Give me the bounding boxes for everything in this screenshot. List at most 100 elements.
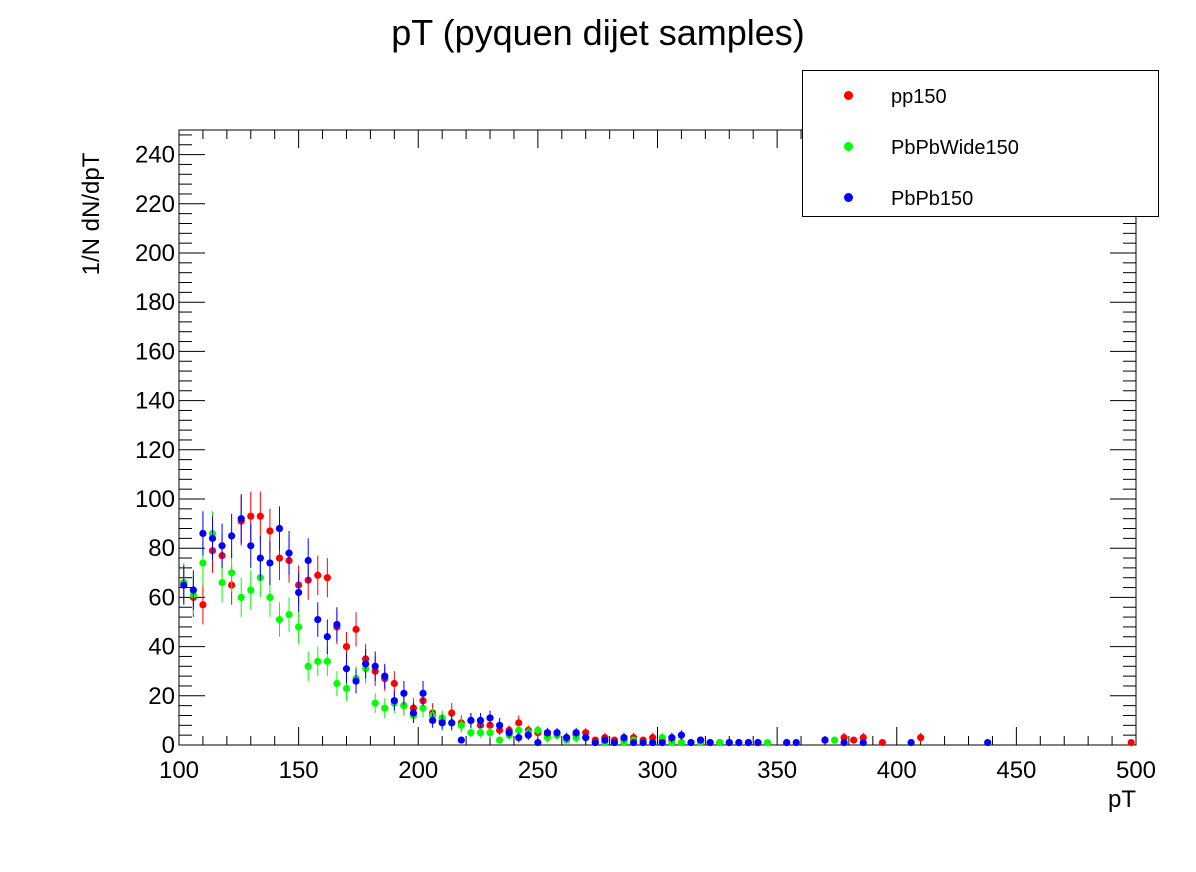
data-point xyxy=(457,721,465,729)
data-point xyxy=(668,734,676,742)
axes-frame xyxy=(178,129,1137,746)
data-point xyxy=(228,532,236,540)
x-tick-label: 150 xyxy=(279,757,319,784)
series-pp150 xyxy=(180,491,1135,747)
data-point xyxy=(696,736,705,744)
data-point xyxy=(295,623,303,631)
data-point xyxy=(649,734,657,742)
legend-label: PbPb150 xyxy=(891,188,974,210)
data-point xyxy=(342,665,351,673)
x-tick-label: 200 xyxy=(398,757,438,784)
data-point xyxy=(285,549,293,557)
data-point xyxy=(725,738,733,747)
data-point xyxy=(256,512,264,520)
y-tick-label: 180 xyxy=(135,289,175,316)
data-point xyxy=(515,726,523,734)
data-point xyxy=(524,731,532,739)
tick-labels: 100 150 200 250 300 350 400 450 500 0 20 40 60 80 100 1… xyxy=(135,142,1156,784)
x-tick-label: 500 xyxy=(1116,757,1156,784)
data-point xyxy=(783,738,791,747)
data-point xyxy=(218,579,226,587)
data-point xyxy=(199,601,207,609)
data-point xyxy=(639,738,647,747)
data-point xyxy=(237,515,245,523)
data-point xyxy=(218,542,226,550)
y-tick-label: 120 xyxy=(135,437,175,464)
data-point xyxy=(687,738,695,747)
data-point xyxy=(381,704,389,712)
x-tick-label: 300 xyxy=(637,757,677,784)
data-point xyxy=(476,729,485,737)
data-point xyxy=(840,734,848,742)
data-point xyxy=(763,738,772,747)
data-point xyxy=(323,574,331,582)
data-point xyxy=(840,738,848,747)
data-point xyxy=(314,657,322,665)
data-point xyxy=(266,559,274,567)
data-point xyxy=(409,709,418,717)
x-tick-label: 100 xyxy=(159,757,199,784)
data-point xyxy=(247,512,255,520)
data-point xyxy=(381,672,389,680)
y-tick-label: 140 xyxy=(135,388,175,415)
data-point xyxy=(629,738,638,747)
data-point xyxy=(591,738,599,747)
data-point xyxy=(266,593,274,602)
data-point xyxy=(390,697,398,705)
data-point xyxy=(658,734,666,742)
x-tick-label: 250 xyxy=(518,757,558,784)
data-point xyxy=(878,738,886,747)
data-point xyxy=(917,734,925,742)
data-point xyxy=(256,554,264,562)
data-point xyxy=(821,736,829,744)
data-point xyxy=(362,660,370,668)
data-point xyxy=(830,736,839,744)
data-point xyxy=(754,738,762,747)
data-point xyxy=(342,643,351,651)
data-point xyxy=(304,556,312,565)
data-point xyxy=(744,738,753,747)
series-pbpbwide150 xyxy=(180,511,839,747)
data-point xyxy=(620,738,628,747)
series-pbpb150 xyxy=(180,494,992,747)
data-point xyxy=(237,593,245,602)
data-point xyxy=(515,734,523,742)
data-point xyxy=(448,719,456,727)
data-point xyxy=(486,714,494,722)
y-axis-label: 1/N dN/dpT xyxy=(78,152,105,276)
data-point xyxy=(323,657,331,665)
data-point xyxy=(495,721,504,729)
data-point xyxy=(467,729,475,737)
data-point xyxy=(314,571,322,579)
data-point xyxy=(582,734,590,742)
data-points xyxy=(180,491,1135,747)
legend: pp150 PbPbWide150 PbPb150 xyxy=(802,70,1159,217)
data-point xyxy=(505,729,513,737)
axis-ticks xyxy=(178,130,1137,746)
y-tick-label: 220 xyxy=(135,191,175,218)
y-tick-label: 20 xyxy=(148,683,175,710)
plot-frame xyxy=(178,129,1137,746)
data-point xyxy=(677,731,686,739)
data-point xyxy=(199,529,207,538)
data-point xyxy=(658,738,666,747)
data-point xyxy=(610,738,619,747)
data-point xyxy=(534,726,542,734)
y-tick-label: 80 xyxy=(148,535,175,562)
data-point xyxy=(601,736,609,744)
data-point xyxy=(448,709,456,717)
data-point xyxy=(390,679,398,688)
y-tick-label: 60 xyxy=(148,584,175,611)
data-point xyxy=(208,534,217,542)
data-point xyxy=(735,738,743,747)
legend-marker xyxy=(844,193,853,202)
data-point xyxy=(371,662,379,670)
data-point xyxy=(649,738,657,747)
y-tick-label: 100 xyxy=(135,486,175,513)
data-point xyxy=(572,729,580,737)
data-point xyxy=(429,716,437,725)
data-point xyxy=(323,633,331,641)
legend-marker xyxy=(844,91,853,100)
data-point xyxy=(467,716,475,725)
y-tick-label: 200 xyxy=(135,240,175,267)
